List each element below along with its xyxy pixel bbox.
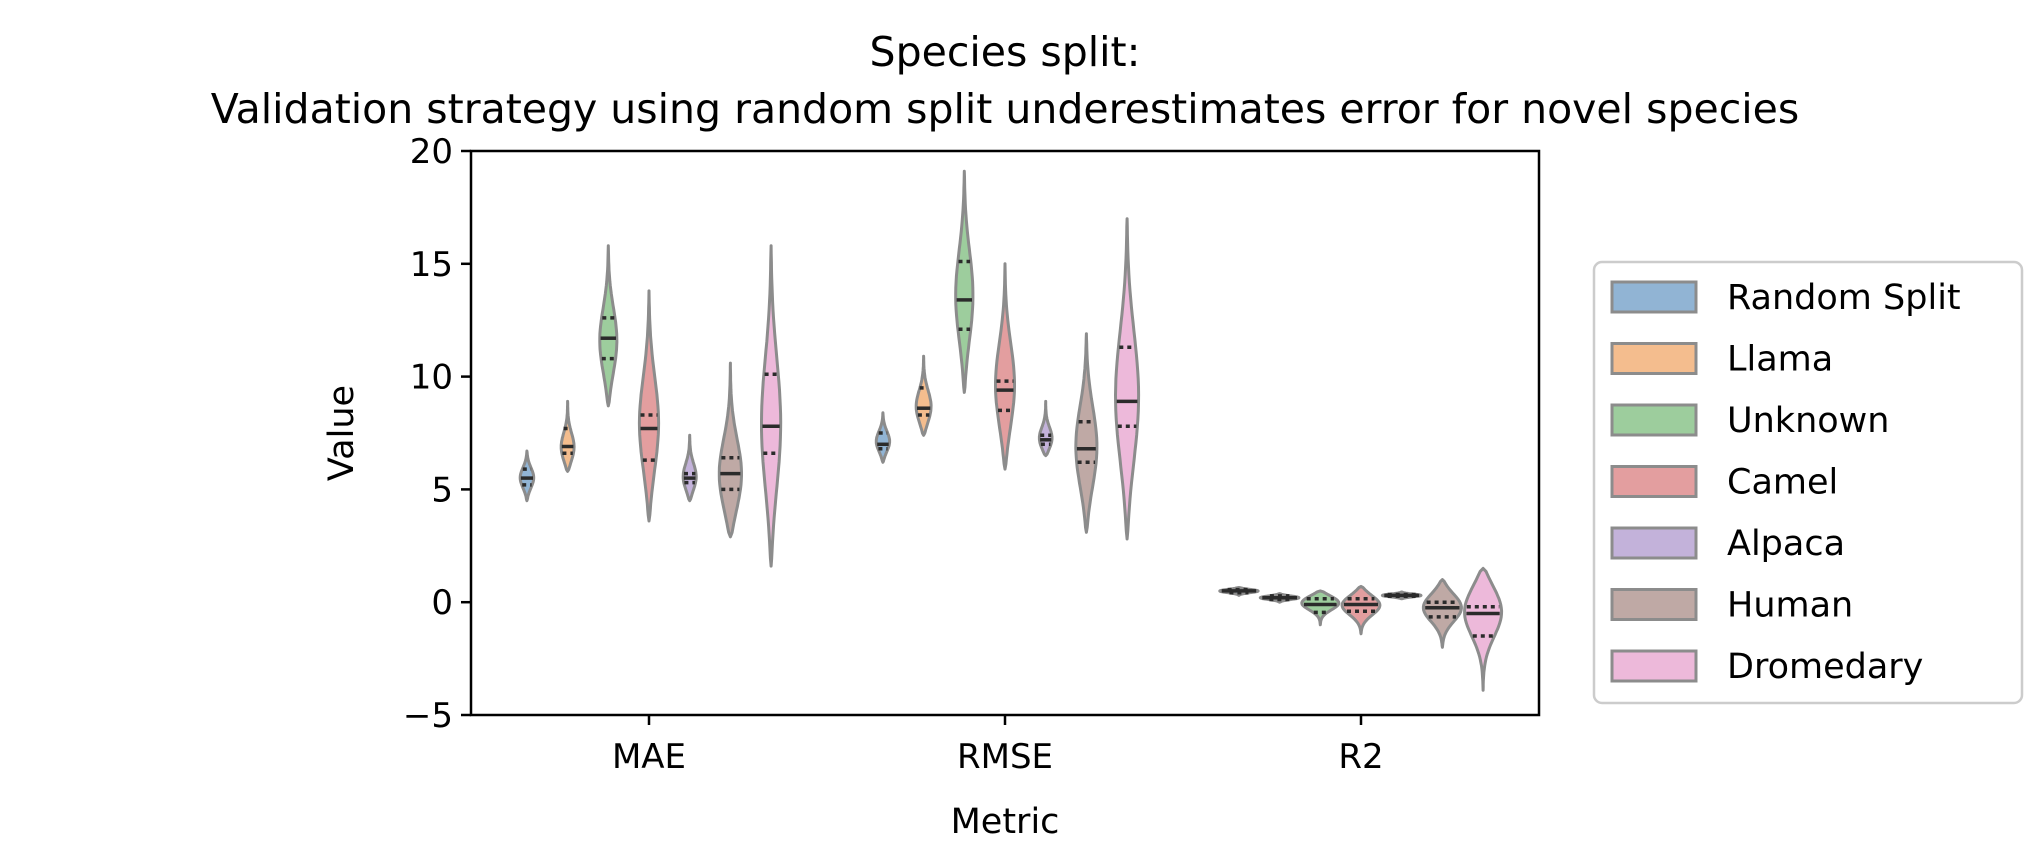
legend-label-human: Human <box>1727 586 1853 626</box>
x-tick-label-r2: R2 <box>1338 737 1383 777</box>
legend-label-unknown: Unknown <box>1727 401 1889 441</box>
violin-camel-rmse <box>994 262 1016 471</box>
violin-human-rmse <box>1074 332 1099 534</box>
violin-alpaca-mae <box>681 433 698 503</box>
violin-llama-mae <box>559 399 576 473</box>
violin-alpaca-rmse <box>1037 399 1054 458</box>
legend-label-camel: Camel <box>1727 463 1838 503</box>
y-tick-label: 5 <box>431 470 453 510</box>
y-tick-label: 20 <box>410 132 453 172</box>
legend-swatch-camel <box>1610 465 1698 498</box>
y-tick-label: 0 <box>431 583 453 623</box>
x-axis-label: Metric <box>951 802 1060 842</box>
y-tick-label: 15 <box>410 245 453 285</box>
legend-label-llama: Llama <box>1727 340 1833 380</box>
violin-unknown-mae <box>598 244 619 408</box>
y-tick-label: 10 <box>410 358 453 398</box>
y-axis-label: Value <box>322 385 362 481</box>
violin-camel-mae <box>637 289 661 523</box>
legend: Random Split Llama Unknown Camel Alpaca Human… <box>1592 260 2024 705</box>
violin-random-split-rmse <box>874 411 892 464</box>
x-tick-label-rmse: RMSE <box>957 737 1053 777</box>
violin-random-split-mae <box>518 449 536 503</box>
legend-swatch-alpaca <box>1610 526 1698 560</box>
violin-unknown-r2 <box>1300 589 1341 627</box>
chart-title-line2: Validation strategy using random split u… <box>211 85 1799 133</box>
legend-label-alpaca: Alpaca <box>1727 524 1845 564</box>
y-tick-label: −5 <box>403 696 453 736</box>
legend-label-dromedary: Dromedary <box>1727 647 1923 687</box>
violin-unknown-rmse <box>954 169 975 394</box>
violin-dromedary-rmse <box>1114 217 1141 541</box>
x-axis: MAE RMSE R2 <box>612 715 1384 777</box>
legend-swatch-random-split <box>1610 280 1698 314</box>
legend-swatch-llama <box>1610 342 1698 375</box>
legend-swatch-human <box>1610 588 1698 621</box>
chart-title-line1: Species split: <box>870 28 1141 76</box>
y-axis: −5 0 5 10 15 20 <box>403 132 471 736</box>
violin-llama-rmse <box>914 354 933 437</box>
x-tick-label-mae: MAE <box>612 737 686 777</box>
violin-dromedary-mae <box>760 244 783 568</box>
violin-human-r2 <box>1421 578 1463 649</box>
violins-layer <box>518 169 1504 692</box>
legend-label-random-split: Random Split <box>1727 278 1961 318</box>
violin-dromedary-r2 <box>1463 566 1504 692</box>
legend-swatch-unknown <box>1610 403 1698 437</box>
legend-frame <box>1592 260 2024 705</box>
legend-swatch-dromedary <box>1610 649 1698 683</box>
violin-human-mae <box>717 361 743 539</box>
